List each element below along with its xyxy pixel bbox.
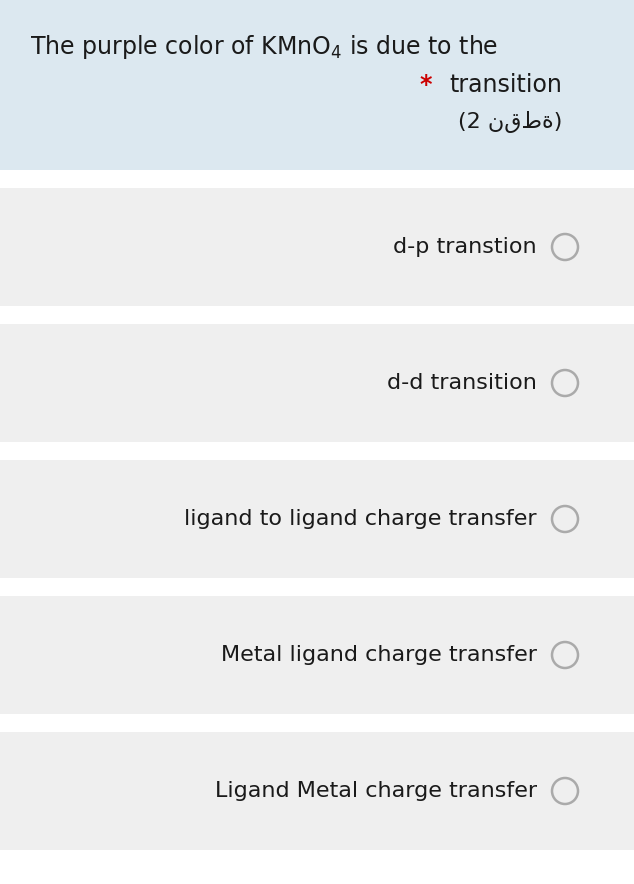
Bar — [0, 732, 634, 850]
Bar — [0, 324, 634, 442]
Text: ligand to ligand charge transfer: ligand to ligand charge transfer — [184, 509, 537, 529]
Text: d-p transtion: d-p transtion — [393, 237, 537, 257]
Text: *: * — [420, 73, 441, 97]
Text: The purple color of KMnO$_4$ is due to the: The purple color of KMnO$_4$ is due to t… — [30, 33, 498, 61]
Bar — [0, 460, 634, 578]
Bar — [0, 596, 634, 714]
Bar — [0, 188, 634, 306]
Text: transition: transition — [449, 73, 562, 97]
Text: (2 نقطة): (2 نقطة) — [458, 111, 562, 133]
Text: Metal ligand charge transfer: Metal ligand charge transfer — [221, 645, 537, 665]
Text: Ligand Metal charge transfer: Ligand Metal charge transfer — [215, 781, 537, 801]
Text: d-d transition: d-d transition — [387, 373, 537, 393]
Bar — [0, 0, 634, 170]
